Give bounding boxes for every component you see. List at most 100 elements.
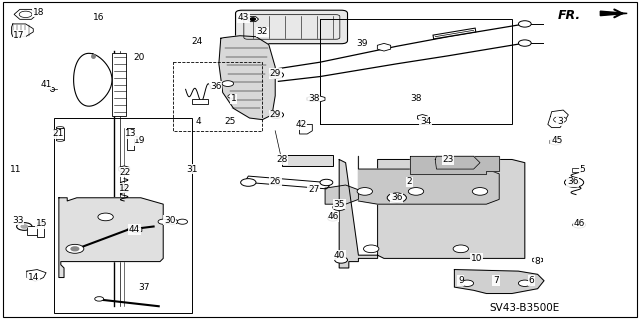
Bar [54, 118, 192, 313]
Text: 34: 34 [420, 117, 431, 126]
Circle shape [570, 180, 579, 185]
Polygon shape [219, 36, 275, 120]
Text: 46: 46 [327, 212, 339, 221]
Circle shape [364, 245, 379, 253]
Circle shape [168, 219, 178, 224]
Polygon shape [532, 257, 543, 263]
Text: 18: 18 [33, 8, 44, 17]
Polygon shape [131, 226, 142, 233]
Text: 45: 45 [551, 136, 563, 145]
Circle shape [71, 247, 79, 251]
Bar [173, 62, 262, 131]
Text: 31: 31 [186, 165, 198, 174]
Text: 20: 20 [134, 53, 145, 62]
Text: 16: 16 [93, 13, 105, 22]
Text: 41: 41 [40, 80, 52, 89]
Polygon shape [307, 96, 317, 102]
Polygon shape [59, 198, 163, 278]
Text: 29: 29 [269, 69, 281, 78]
Circle shape [357, 188, 372, 195]
Circle shape [461, 280, 474, 286]
Circle shape [269, 71, 284, 78]
Polygon shape [410, 156, 499, 174]
Text: 38: 38 [410, 94, 422, 103]
Circle shape [518, 21, 531, 27]
Polygon shape [417, 115, 428, 120]
Circle shape [250, 18, 255, 20]
Polygon shape [548, 110, 568, 128]
Polygon shape [550, 139, 561, 145]
Circle shape [333, 204, 346, 211]
Circle shape [472, 188, 488, 195]
Text: 39: 39 [356, 39, 367, 48]
Text: 1: 1 [231, 94, 236, 103]
Text: 43: 43 [237, 13, 249, 22]
Circle shape [518, 280, 531, 286]
Polygon shape [127, 128, 134, 150]
Text: 27: 27 [308, 185, 319, 194]
FancyBboxPatch shape [236, 10, 348, 44]
Text: 25: 25 [225, 117, 236, 126]
Circle shape [222, 81, 234, 86]
Circle shape [453, 245, 468, 253]
Circle shape [241, 179, 256, 186]
Text: SV43-B3500E: SV43-B3500E [490, 303, 560, 313]
Circle shape [387, 193, 406, 203]
Text: 46: 46 [573, 219, 585, 228]
Text: 7: 7 [493, 276, 499, 285]
Circle shape [328, 216, 338, 221]
Text: 3: 3 [557, 117, 563, 126]
Text: 32: 32 [257, 27, 268, 36]
Text: 36: 36 [567, 177, 579, 186]
Text: 29: 29 [269, 110, 281, 119]
Circle shape [335, 257, 348, 263]
Circle shape [98, 213, 113, 221]
Circle shape [21, 225, 28, 228]
Bar [282, 155, 333, 166]
Polygon shape [435, 156, 480, 169]
Circle shape [19, 11, 32, 18]
Bar [27, 226, 41, 235]
Text: 37: 37 [138, 283, 150, 292]
Circle shape [564, 178, 584, 187]
Text: 40: 40 [333, 251, 345, 260]
Text: FR.: FR. [558, 9, 581, 22]
Text: 30: 30 [164, 216, 175, 225]
Circle shape [273, 113, 280, 116]
Circle shape [573, 222, 586, 228]
Circle shape [392, 196, 401, 200]
Polygon shape [315, 96, 325, 102]
Text: 9: 9 [458, 276, 463, 285]
Ellipse shape [56, 127, 64, 129]
Polygon shape [325, 185, 358, 204]
Text: 4: 4 [196, 117, 201, 126]
Polygon shape [246, 176, 330, 189]
Polygon shape [471, 255, 481, 261]
Text: 11: 11 [10, 165, 22, 174]
Polygon shape [74, 53, 112, 106]
Text: 2: 2 [407, 177, 412, 186]
Text: 28: 28 [276, 155, 287, 164]
Bar [56, 128, 64, 140]
Polygon shape [300, 124, 312, 134]
Text: 38: 38 [308, 94, 319, 103]
Bar [192, 99, 208, 104]
Text: 6: 6 [529, 276, 534, 285]
Bar [112, 53, 126, 116]
Text: 5: 5 [580, 165, 585, 174]
Polygon shape [454, 270, 544, 293]
Bar [572, 168, 581, 172]
Text: 10: 10 [471, 254, 483, 263]
Text: 21: 21 [52, 130, 63, 138]
Text: 23: 23 [442, 155, 454, 164]
Polygon shape [12, 24, 33, 37]
Circle shape [158, 219, 168, 224]
Circle shape [17, 223, 32, 230]
Circle shape [408, 188, 424, 195]
Text: 15: 15 [36, 219, 47, 228]
Text: 42: 42 [295, 120, 307, 129]
Polygon shape [118, 166, 130, 172]
Bar [320, 19, 512, 124]
Circle shape [518, 40, 531, 46]
Text: 24: 24 [191, 37, 203, 46]
